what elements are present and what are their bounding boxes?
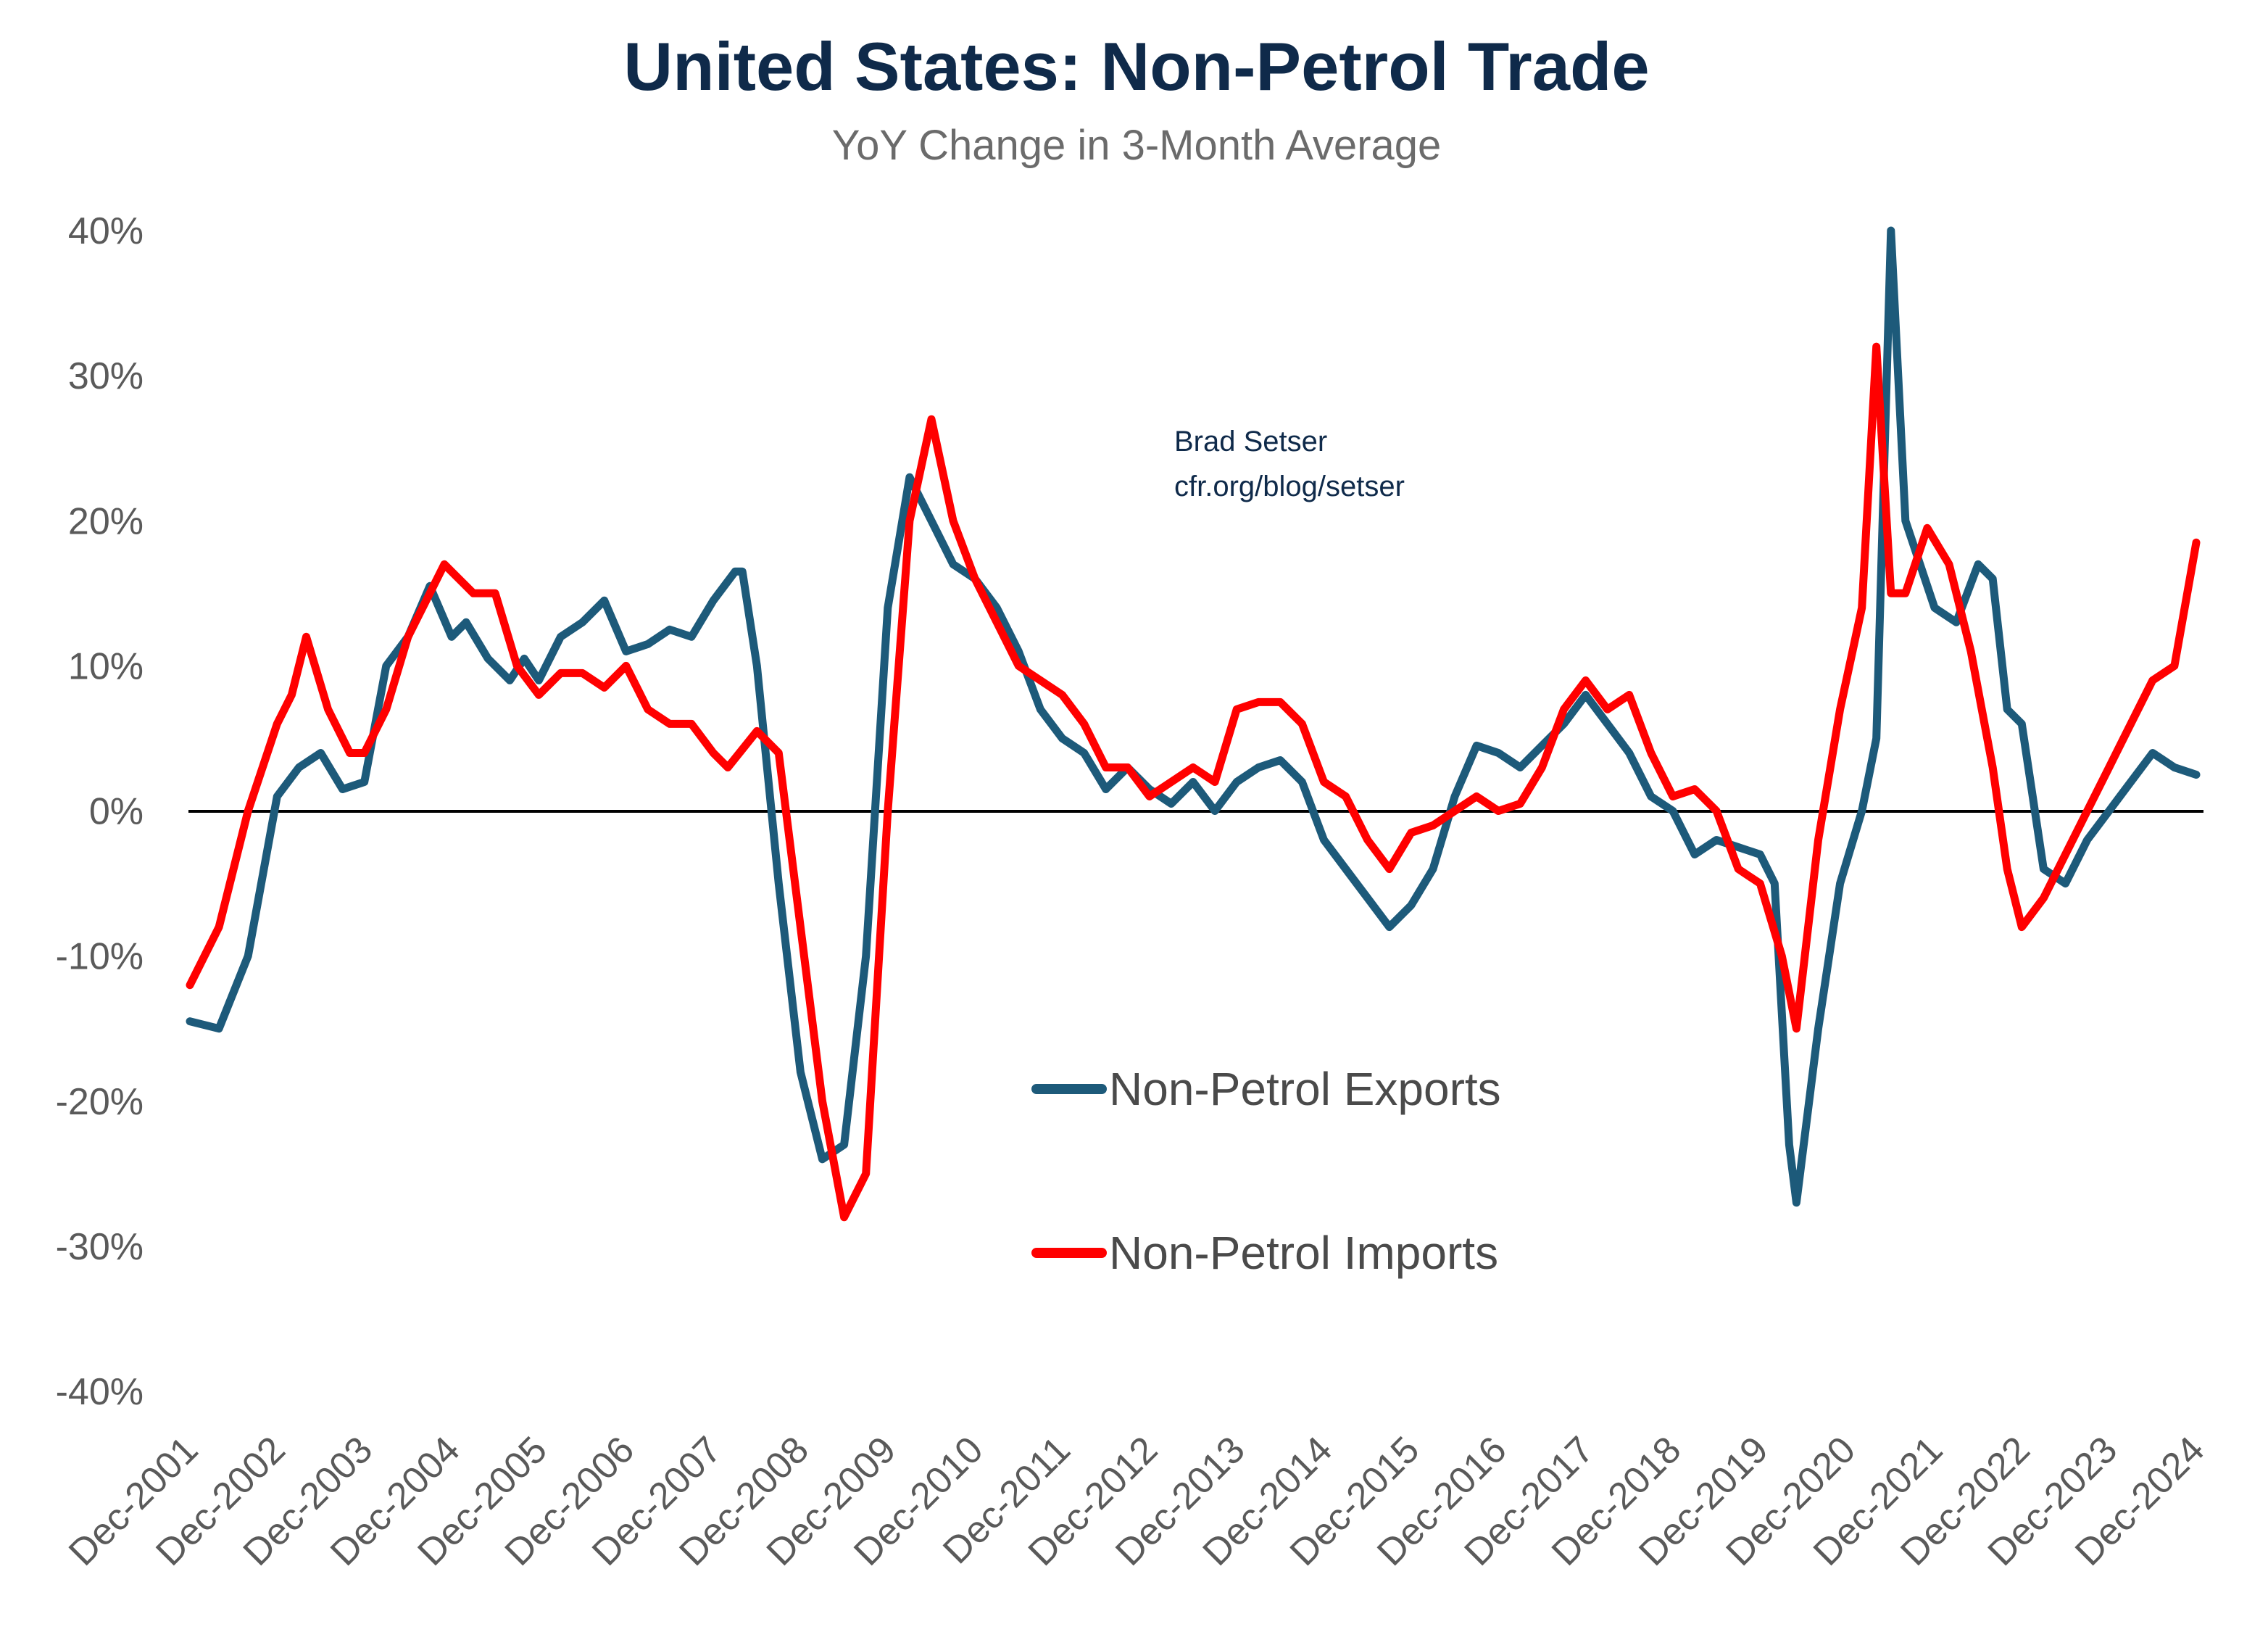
series-line-imports	[186, 342, 2201, 1222]
y-tick-label: -10%	[56, 936, 144, 978]
chart-subtitle: YoY Change in 3-Month Average	[832, 122, 1442, 169]
y-tick-label: 40%	[68, 210, 144, 252]
y-tick-label: -30%	[56, 1226, 144, 1268]
series-lines	[186, 226, 2201, 1222]
y-tick-label: 0%	[89, 791, 144, 833]
y-tick-label: -20%	[56, 1081, 144, 1123]
series-line-exports	[186, 226, 2201, 1207]
y-tick-label: 20%	[68, 500, 144, 542]
chart-title: United States: Non-Petrol Trade	[623, 28, 1649, 104]
y-tick-label: 30%	[68, 355, 144, 397]
legend: Non-Petrol Exports Non-Petrol Imports	[1031, 1063, 1501, 1279]
annotation-url: cfr.org/blog/setser	[1174, 471, 1405, 502]
legend-label-imports: Non-Petrol Imports	[1109, 1227, 1498, 1279]
legend-label-exports: Non-Petrol Exports	[1109, 1063, 1501, 1115]
y-tick-label: -40%	[56, 1371, 144, 1413]
x-axis: Dec-2001Dec-2002Dec-2003Dec-2004Dec-2005…	[61, 1428, 2212, 1573]
y-axis: -40% -30% -20% -10% 0% 10% 20% 30% 40%	[56, 210, 144, 1413]
y-tick-label: 10%	[68, 645, 144, 687]
annotation-author: Brad Setser	[1174, 426, 1327, 457]
